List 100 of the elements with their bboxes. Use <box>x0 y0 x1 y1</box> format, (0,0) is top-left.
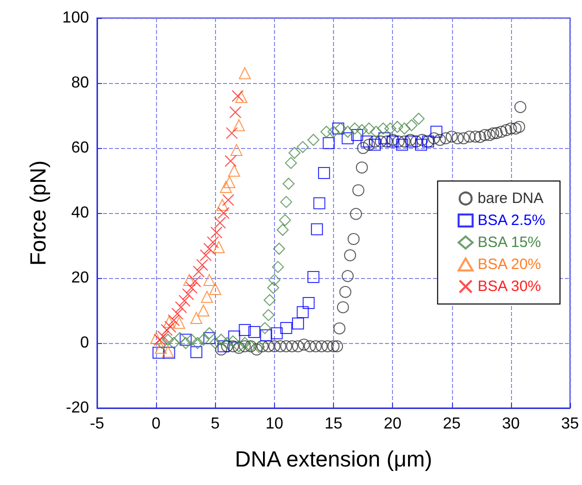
legend-label: BSA 30% <box>478 278 542 295</box>
point <box>267 282 280 294</box>
y-tick-label: 100 <box>62 10 90 26</box>
point <box>368 138 381 151</box>
point <box>296 141 309 154</box>
point <box>232 119 245 132</box>
point <box>296 306 309 318</box>
point <box>334 122 347 134</box>
point <box>292 318 304 330</box>
x-axis-title: DNA extension (μm) <box>234 446 432 472</box>
point <box>412 112 425 125</box>
point <box>218 207 230 219</box>
point <box>238 67 251 80</box>
point <box>253 340 266 353</box>
point <box>228 330 240 342</box>
point <box>235 90 248 103</box>
y-tick-label: 0 <box>80 334 90 352</box>
legend-label: BSA 2.5% <box>478 212 546 229</box>
point <box>197 334 210 346</box>
point <box>238 324 251 336</box>
point <box>378 132 390 144</box>
point <box>258 322 271 334</box>
point <box>150 332 162 344</box>
y-tick-label: 40 <box>71 204 90 222</box>
point <box>180 337 192 349</box>
point <box>203 242 216 255</box>
point <box>203 274 216 286</box>
point <box>174 332 186 344</box>
point <box>200 249 212 262</box>
point <box>384 122 396 134</box>
point <box>280 322 292 334</box>
point <box>288 146 300 159</box>
point <box>322 137 335 150</box>
y-tick-label: 20 <box>71 270 90 286</box>
legend-label: bare DNA <box>478 190 544 207</box>
point <box>157 330 170 342</box>
point <box>348 122 361 134</box>
point <box>391 120 404 133</box>
point <box>164 320 176 333</box>
point <box>230 144 243 156</box>
x-tick-label: 35 <box>561 416 579 432</box>
point <box>398 122 410 134</box>
point <box>209 337 222 349</box>
point <box>430 126 442 138</box>
point <box>260 329 272 342</box>
point <box>396 138 408 151</box>
point <box>238 337 251 349</box>
point <box>270 327 283 340</box>
y-tick-label: -20 <box>66 400 90 416</box>
x-tick-label: -5 <box>90 416 104 432</box>
point <box>248 326 260 338</box>
point <box>360 136 373 148</box>
point <box>342 126 354 138</box>
point <box>220 181 232 193</box>
y-tick-label: 60 <box>71 140 90 156</box>
point <box>377 122 390 134</box>
point <box>203 332 216 344</box>
point <box>154 342 167 354</box>
point <box>268 274 280 286</box>
point <box>351 129 364 141</box>
point <box>190 346 202 358</box>
point <box>189 275 202 288</box>
point <box>174 301 187 314</box>
point <box>216 198 228 211</box>
point <box>180 334 192 346</box>
point <box>313 197 326 210</box>
point <box>178 294 191 307</box>
legend-label: BSA 20% <box>478 256 542 273</box>
point <box>264 294 276 306</box>
point <box>183 274 196 286</box>
point <box>332 122 344 134</box>
point <box>160 324 173 336</box>
legend-label: BSA 15% <box>478 234 542 251</box>
point <box>210 226 222 238</box>
point <box>218 340 230 352</box>
point <box>229 106 242 118</box>
point <box>186 282 198 294</box>
point <box>173 316 186 329</box>
point <box>318 167 330 180</box>
point <box>171 308 184 320</box>
x-tick-label: 25 <box>442 416 461 432</box>
point <box>226 127 238 140</box>
point <box>284 156 297 169</box>
point <box>222 194 234 206</box>
point <box>186 334 198 346</box>
point <box>163 316 176 328</box>
point <box>406 119 418 132</box>
point <box>221 337 234 349</box>
point <box>273 242 286 255</box>
point <box>223 176 236 188</box>
point <box>224 155 237 167</box>
point <box>272 260 284 273</box>
y-axis-title: Force (pN) <box>26 160 50 266</box>
point <box>192 337 204 349</box>
point <box>279 214 292 226</box>
x-tick-label: 30 <box>502 416 520 432</box>
point <box>276 224 289 236</box>
point <box>228 164 240 177</box>
point <box>310 223 323 236</box>
point <box>280 196 292 208</box>
